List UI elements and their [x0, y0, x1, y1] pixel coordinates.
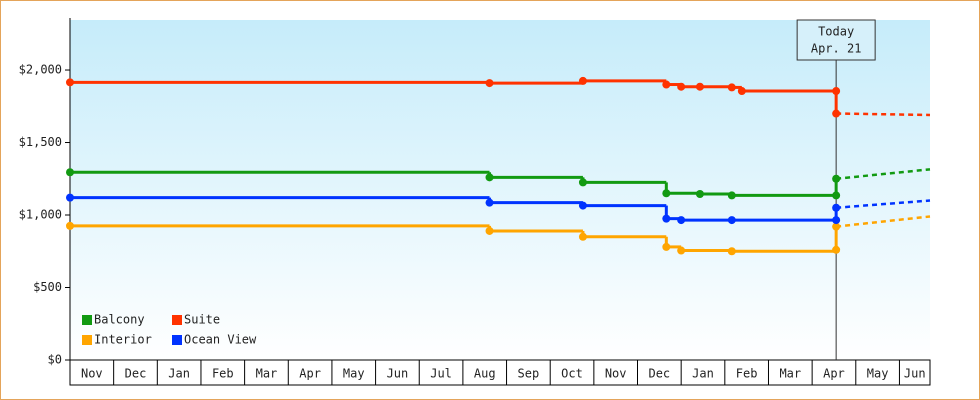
x-tick-label: Sep	[518, 367, 540, 381]
plot-area	[70, 20, 930, 360]
x-tick-label: May	[867, 367, 889, 381]
x-tick-label: Jan	[692, 367, 714, 381]
point	[578, 76, 587, 85]
point	[832, 222, 841, 231]
point	[66, 221, 74, 230]
x-tick-label: Apr	[299, 367, 321, 381]
point	[485, 173, 494, 182]
y-tick-label: $2,000	[19, 63, 62, 77]
point	[662, 214, 671, 223]
x-tick-label: Nov	[81, 367, 103, 381]
legend-label: Suite	[184, 313, 220, 327]
y-tick-label: $1,000	[19, 208, 62, 222]
point	[695, 82, 704, 91]
legend-swatch	[172, 335, 182, 345]
projection-line	[836, 112, 931, 117]
projection-line	[836, 168, 931, 181]
point	[832, 203, 841, 212]
y-tick-label: $500	[33, 280, 62, 294]
point	[832, 87, 841, 96]
y-tick-label: $0	[48, 353, 62, 367]
point	[66, 168, 74, 177]
x-tick-label: Nov	[605, 367, 627, 381]
point	[66, 78, 74, 87]
point	[677, 246, 686, 255]
x-tick-label: Dec	[125, 367, 147, 381]
x-tick-label: Mar	[256, 367, 278, 381]
x-tick-label: Feb	[736, 367, 758, 381]
point	[832, 174, 841, 183]
point	[727, 216, 736, 225]
point	[832, 191, 841, 200]
legend-label: Ocean View	[184, 333, 257, 347]
legend-label: Interior	[94, 333, 152, 347]
y-tick-label: $1,500	[19, 135, 62, 149]
legend-swatch	[172, 315, 182, 325]
point	[677, 82, 686, 91]
point	[832, 216, 841, 225]
point	[662, 80, 671, 89]
x-tick-label: Mar	[779, 367, 801, 381]
x-tick-label: Apr	[823, 367, 845, 381]
point	[578, 178, 587, 187]
point	[66, 193, 74, 202]
legend-swatch	[82, 335, 92, 345]
point	[727, 247, 736, 256]
legend-label: Balcony	[94, 313, 145, 327]
point	[727, 191, 736, 200]
point	[485, 198, 494, 207]
x-tick-label: Feb	[212, 367, 234, 381]
x-tick-label: Oct	[561, 367, 583, 381]
x-tick-label: Jul	[430, 367, 452, 381]
x-tick-label: Jun	[904, 367, 926, 381]
point	[727, 83, 736, 92]
point	[677, 216, 686, 225]
projection-line	[836, 215, 931, 228]
point	[832, 109, 841, 118]
x-tick-label: May	[343, 367, 365, 381]
point	[662, 189, 671, 198]
today-label: Apr. 21	[811, 42, 862, 56]
x-tick-label: Dec	[648, 367, 670, 381]
point	[578, 201, 587, 210]
point	[737, 87, 746, 96]
point	[485, 79, 494, 88]
today-box	[796, 19, 876, 61]
legend-swatch	[82, 315, 92, 325]
today-label: Today	[818, 25, 854, 39]
x-tick-label: Jan	[168, 367, 190, 381]
point	[695, 189, 704, 198]
point	[578, 232, 587, 241]
x-tick-label: Jun	[387, 367, 409, 381]
point	[832, 245, 841, 254]
point	[662, 242, 671, 251]
x-tick-label: Aug	[474, 367, 496, 381]
projection-line	[836, 199, 931, 210]
point	[485, 226, 494, 235]
